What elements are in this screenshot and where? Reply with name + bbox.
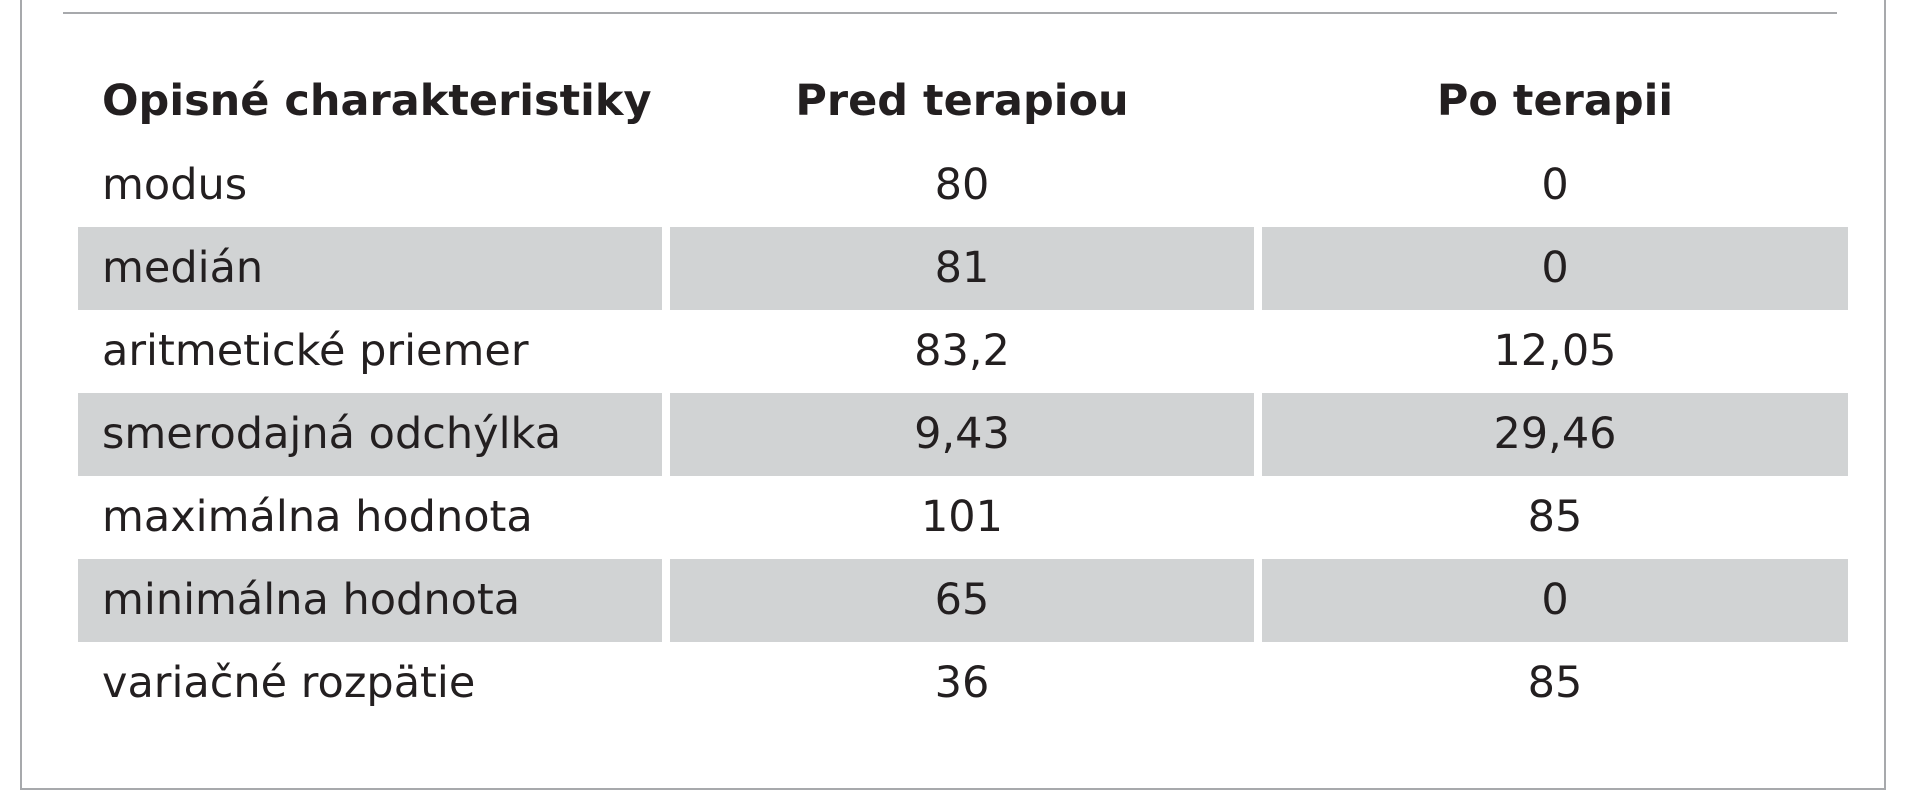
cell-after-mean: 12,05 <box>1493 326 1617 376</box>
cell-after-range: 85 <box>1527 658 1583 708</box>
cell-after-min: 0 <box>1262 559 1848 642</box>
table-row: aritmetické priemer 83,2 12,05 <box>78 310 1848 393</box>
header-after-therapy: Po terapii <box>1436 76 1674 126</box>
cell-before-max: 101 <box>920 492 1004 542</box>
header-descriptive-characteristics: Opisné charakteristiky <box>102 76 652 126</box>
descriptive-statistics-table: Opisné charakteristiky Pred terapiou Po … <box>70 58 1856 725</box>
cell-before-mean: 83,2 <box>914 326 1010 376</box>
cell-after-max: 85 <box>1527 492 1583 542</box>
table-row: minimálna hodnota 65 0 <box>78 559 1848 642</box>
cell-before-modus: 80 <box>934 160 990 210</box>
table-row: medián 81 0 <box>78 227 1848 310</box>
cell-after-median: 0 <box>1262 227 1848 310</box>
cell-after-modus: 0 <box>1541 160 1569 210</box>
cell-before-median: 81 <box>670 227 1254 310</box>
table-row: maximálna hodnota 101 85 <box>78 476 1848 559</box>
table-row: modus 80 0 <box>78 144 1848 227</box>
table-header-row: Opisné charakteristiky Pred terapiou Po … <box>78 58 1848 144</box>
cell-before-std-dev: 9,43 <box>670 393 1254 476</box>
row-label-modus: modus <box>102 160 248 210</box>
cell-after-std-dev: 29,46 <box>1262 393 1848 476</box>
row-label-max: maximálna hodnota <box>102 492 533 542</box>
row-label-std-dev: smerodajná odchýlka <box>78 393 662 476</box>
table-row: smerodajná odchýlka 9,43 29,46 <box>78 393 1848 476</box>
row-label-mean: aritmetické priemer <box>102 326 529 376</box>
row-label-median: medián <box>78 227 662 310</box>
row-label-min: minimálna hodnota <box>78 559 662 642</box>
top-rule <box>63 12 1837 14</box>
table-row: variačné rozpätie 36 85 <box>78 642 1848 725</box>
cell-before-range: 36 <box>934 658 990 708</box>
header-before-therapy: Pred terapiou <box>795 76 1129 126</box>
row-label-range: variačné rozpätie <box>102 658 476 708</box>
cell-before-min: 65 <box>670 559 1254 642</box>
